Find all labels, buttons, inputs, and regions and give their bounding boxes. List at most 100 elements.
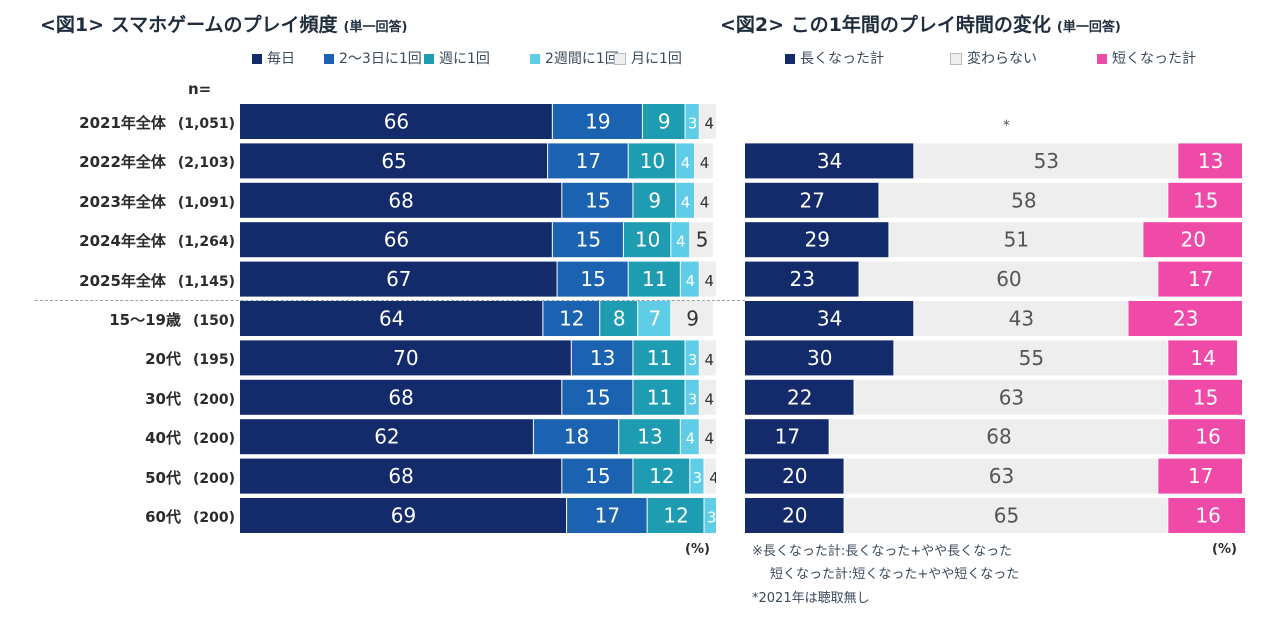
- bar-segment: [240, 458, 562, 494]
- row-label-name: 2021年全体: [79, 114, 166, 132]
- data-label: 34: [817, 307, 842, 331]
- data-label: 68: [388, 385, 413, 409]
- bar-segment: [914, 301, 1128, 336]
- bar-segment: [704, 498, 716, 533]
- data-label: 17: [775, 425, 800, 449]
- bar-segment: [633, 182, 676, 218]
- bar-segment: [699, 379, 716, 415]
- row-label: 15～19歳 (150): [0, 309, 235, 330]
- data-label: 4: [681, 193, 691, 211]
- bar-segment: [699, 419, 716, 455]
- bar-segment: [745, 379, 854, 415]
- row-label-n: (195): [192, 352, 235, 369]
- row-label-n: (1,091): [177, 194, 235, 211]
- legend-swatch: [950, 53, 962, 65]
- bar-segment: [548, 143, 628, 179]
- bar-segment: [676, 182, 695, 218]
- data-label: 17: [595, 504, 620, 528]
- bar-segment: [1168, 379, 1242, 415]
- bar-segment: [240, 261, 557, 297]
- legend-swatch: [324, 54, 334, 64]
- bar-segment: [680, 261, 699, 297]
- data-label: 10: [635, 228, 660, 252]
- figure1-unit: (%): [685, 542, 710, 557]
- data-label: 68: [388, 464, 413, 488]
- data-label: 15: [576, 228, 601, 252]
- data-label: 13: [637, 425, 662, 449]
- row-label-name: 40代: [145, 429, 181, 448]
- bar-segment: [685, 104, 699, 139]
- legend-label: 短くなった計: [1112, 51, 1196, 67]
- legend-label: 変わらない: [967, 51, 1037, 67]
- data-label: 66: [384, 228, 409, 252]
- figure1-chart: 66 19 9 3 465 17 10 4 468 15 9 4 466 15 10 4 567 15 11 4 464…: [240, 104, 716, 533]
- data-label: 62: [374, 425, 399, 449]
- bar-segment: [623, 222, 671, 258]
- bar-segment: [619, 419, 680, 455]
- data-label: 4: [704, 390, 714, 408]
- bar-segment: [1158, 458, 1242, 494]
- data-label: 20: [782, 464, 807, 488]
- row-label-n: (1,051): [177, 116, 235, 132]
- legend-label: 週に1回: [439, 51, 490, 67]
- bar-segment: [1158, 261, 1242, 297]
- bar-segment: [567, 498, 647, 533]
- data-label: 3: [707, 509, 716, 527]
- data-label: 3: [688, 390, 698, 408]
- bar-segment: [562, 458, 633, 494]
- data-label: 15: [1193, 188, 1218, 212]
- figure2-unit: (%): [1212, 542, 1237, 557]
- bar-segment: [745, 182, 879, 218]
- figure2-chart: 34 53 13 27 58 15 29 51 20 23 60 17 34 43 23 30 55 14 22 63…: [745, 143, 1245, 533]
- bar-segment: [879, 182, 1168, 218]
- data-label: 9: [658, 110, 671, 134]
- data-label: 43: [1009, 307, 1034, 331]
- data-label: 66: [384, 110, 409, 134]
- data-label: 68: [388, 188, 413, 212]
- bar-segment: [240, 340, 571, 376]
- data-label: 17: [1188, 464, 1213, 488]
- bar-segment: [676, 143, 695, 179]
- legend-label: 2～3日に1回: [339, 51, 422, 67]
- data-label: 14: [1190, 346, 1215, 370]
- data-label: 4: [704, 430, 714, 448]
- row-label-n: (2,103): [177, 155, 235, 172]
- not-surveyed-marker: *: [1003, 118, 1010, 134]
- data-label: 64: [379, 307, 404, 331]
- bar-segment: [854, 379, 1168, 415]
- row-label-name: 20代: [145, 350, 181, 369]
- data-label: 30: [807, 346, 832, 370]
- data-label: 34: [817, 149, 842, 173]
- bar-segment: [745, 340, 894, 376]
- row-label-name: 15～19歳: [109, 311, 181, 329]
- figure2-title-text: <図2> この1年間のプレイ時間の変化: [720, 14, 1051, 36]
- bar-segment: [704, 458, 716, 494]
- data-label: 12: [663, 504, 688, 528]
- bar-segment: [628, 143, 676, 179]
- data-label: 65: [994, 504, 1019, 528]
- bar-segment: [745, 222, 889, 258]
- bar-segment: [552, 104, 642, 139]
- bar-segment: [240, 182, 562, 218]
- data-label: 23: [790, 267, 815, 291]
- data-label: 60: [996, 267, 1021, 291]
- bar-segment: [680, 419, 699, 455]
- data-label: 4: [686, 430, 696, 448]
- bar-segment: [690, 222, 713, 258]
- data-label: 15: [585, 385, 610, 409]
- bar-segment: [557, 261, 628, 297]
- data-label: 9: [686, 307, 699, 331]
- figure2-title: <図2> この1年間のプレイ時間の変化 (単一回答): [720, 10, 1121, 37]
- bar-segment: [695, 143, 713, 179]
- data-label: 4: [700, 154, 710, 172]
- n-label: n=: [188, 80, 212, 98]
- bar-segment: [699, 261, 716, 297]
- legend-item: 長くなった計: [785, 50, 884, 68]
- data-label: 4: [704, 115, 714, 133]
- data-label: 4: [686, 272, 696, 290]
- bar-segment: [543, 301, 600, 336]
- data-label: 22: [787, 385, 812, 409]
- legend-swatch: [252, 54, 262, 64]
- bar-segment: [671, 222, 690, 258]
- data-label: 3: [693, 469, 703, 487]
